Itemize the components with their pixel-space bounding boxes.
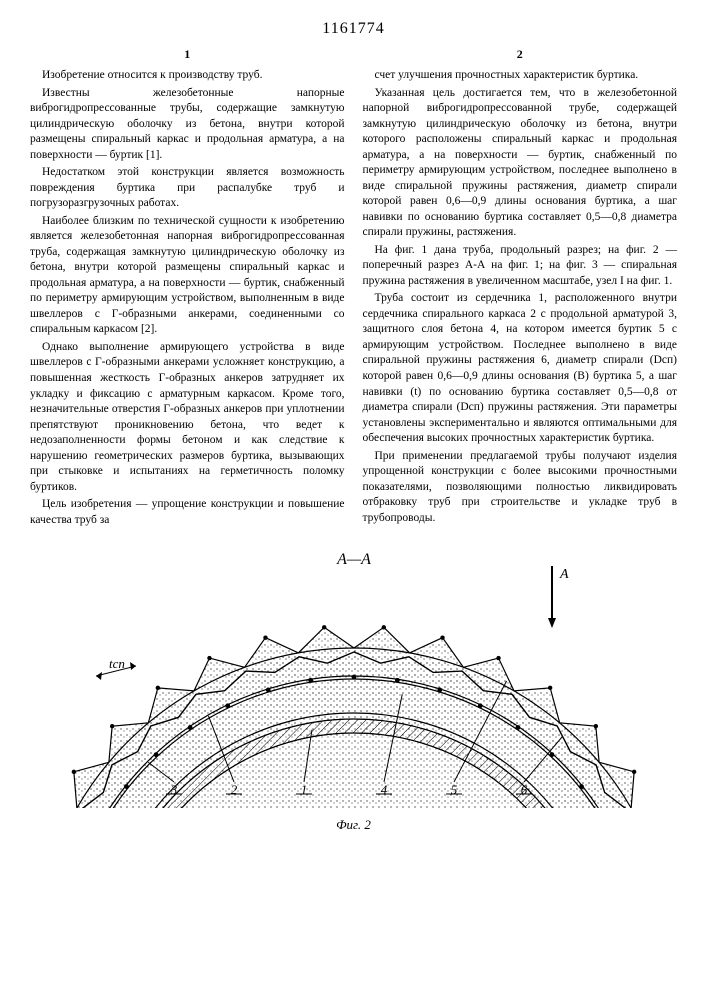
- col1-number: 1: [30, 46, 345, 62]
- c1-p5: Однако выполнение армирующего устройства…: [30, 340, 345, 495]
- svg-text:tсп: tсп: [109, 656, 125, 671]
- c2-p2: Указанная цель достигается тем, что в же…: [363, 86, 678, 241]
- figure-2-caption: Фиг. 2: [30, 817, 677, 833]
- column-2: 2 счет улучшения прочностных характерист…: [363, 46, 678, 530]
- col2-number: 2: [363, 46, 678, 62]
- svg-text:1: 1: [300, 782, 307, 797]
- figure-2: А—А Atсп 3 2 1 4 5 6 Фиг. 2: [30, 548, 677, 833]
- svg-text:A: A: [559, 567, 569, 582]
- c1-p4: Наиболее близким по технической сущности…: [30, 214, 345, 338]
- svg-text:2: 2: [230, 782, 237, 797]
- svg-text:4: 4: [380, 782, 387, 797]
- figure-2-svg: А—А Atсп 3 2 1 4 5 6: [54, 548, 654, 808]
- c1-p6: Цель изобретения — упрощение конструкции…: [30, 497, 345, 528]
- c1-p3: Недостатком этой конструкции является во…: [30, 165, 345, 212]
- c2-p1: счет улучшения прочностных характеристик…: [363, 68, 678, 84]
- svg-text:3: 3: [169, 782, 177, 797]
- text-columns: 1 Изобретение относится к производству т…: [30, 46, 677, 530]
- svg-text:6: 6: [520, 782, 527, 797]
- svg-text:А—А: А—А: [336, 551, 371, 568]
- c1-p1: Изобретение относится к производству тру…: [30, 68, 345, 84]
- c1-p2: Известны железобетонные напорные виброги…: [30, 86, 345, 164]
- column-1: 1 Изобретение относится к производству т…: [30, 46, 345, 530]
- c2-p4: Труба состоит из сердечника 1, расположе…: [363, 291, 678, 446]
- patent-number: 1161774: [30, 20, 677, 38]
- c2-p5: При применении предлагаемой трубы получа…: [363, 449, 678, 527]
- svg-text:5: 5: [450, 782, 457, 797]
- c2-p3: На фиг. 1 дана труба, продольный разрез;…: [363, 243, 678, 290]
